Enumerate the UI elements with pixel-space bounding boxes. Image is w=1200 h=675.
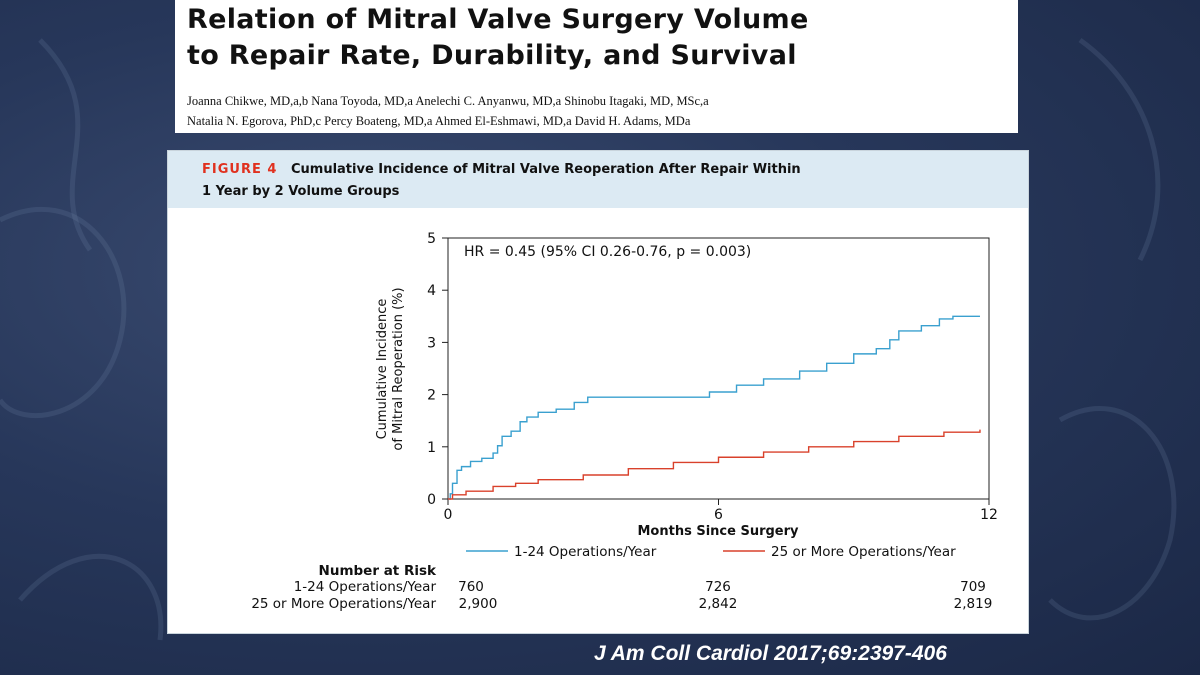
figure-caption-line-2: 1 Year by 2 Volume Groups bbox=[202, 184, 400, 199]
y-tick-label: 4 bbox=[427, 283, 436, 299]
paper-title-box: Relation of Mitral Valve Surgery Volume … bbox=[175, 0, 1018, 133]
y-axis-label-line-2: of Mitral Reoperation (%) bbox=[391, 287, 406, 450]
risk-value-high-0: 2,900 bbox=[459, 596, 498, 612]
y-axis-label-line-1: Cumulative Incidence bbox=[375, 299, 390, 440]
risk-value-low-0: 760 bbox=[458, 579, 484, 595]
y-tick-label: 2 bbox=[427, 388, 436, 404]
figure-caption-line-1: FIGURE 4 Cumulative Incidence of Mitral … bbox=[202, 162, 801, 177]
figure-caption-text: Cumulative Incidence of Mitral Valve Reo… bbox=[290, 162, 801, 177]
risk-value-high-6: 2,842 bbox=[699, 596, 738, 612]
x-tick-label: 0 bbox=[444, 507, 453, 523]
hazard-ratio-annotation: HR = 0.45 (95% CI 0.26-0.76, p = 0.003) bbox=[464, 244, 751, 260]
x-axis-ticks: 0 6 12 bbox=[444, 499, 998, 523]
authors-line-1: Joanna Chikwe, MD,a,b Nana Toyoda, MD,a … bbox=[187, 94, 709, 108]
risk-value-high-12: 2,819 bbox=[954, 596, 993, 612]
paper-title-line-1: Relation of Mitral Valve Surgery Volume bbox=[187, 4, 809, 35]
risk-value-low-6: 726 bbox=[705, 579, 731, 595]
journal-citation: J Am Coll Cardiol 2017;69:2397-406 bbox=[594, 642, 947, 665]
risk-row-label-high-volume: 25 or More Operations/Year bbox=[251, 596, 436, 612]
x-axis-label: Months Since Surgery bbox=[637, 524, 799, 539]
x-tick-label: 12 bbox=[980, 507, 998, 523]
risk-row-label-low-volume: 1-24 Operations/Year bbox=[294, 579, 437, 595]
risk-table-title: Number at Risk bbox=[319, 563, 437, 579]
y-tick-label: 3 bbox=[427, 335, 436, 351]
y-tick-label: 5 bbox=[427, 231, 436, 247]
series-lines bbox=[448, 315, 981, 500]
figure-panel: FIGURE 4 Cumulative Incidence of Mitral … bbox=[167, 150, 1029, 634]
x-tick-label: 6 bbox=[714, 507, 723, 523]
figure-label: FIGURE 4 bbox=[202, 162, 278, 177]
series-line-low-volume bbox=[448, 315, 980, 500]
legend-label-low-volume: 1-24 Operations/Year bbox=[514, 544, 657, 560]
legend-label-high-volume: 25 or More Operations/Year bbox=[771, 544, 956, 560]
series-line-high-volume bbox=[448, 429, 981, 500]
risk-value-low-12: 709 bbox=[960, 579, 986, 595]
authors-line-2: Natalia N. Egorova, PhD,c Percy Boateng,… bbox=[187, 114, 691, 128]
y-tick-label: 0 bbox=[427, 492, 436, 508]
y-axis-ticks: 0 1 2 3 4 5 bbox=[427, 231, 448, 508]
risk-table: Number at Risk 1-24 Operations/Year 25 o… bbox=[251, 563, 992, 612]
legend: 1-24 Operations/Year 25 or More Operatio… bbox=[466, 544, 956, 560]
paper-title-line-2: to Repair Rate, Durability, and Survival bbox=[187, 40, 797, 71]
figure-header: FIGURE 4 Cumulative Incidence of Mitral … bbox=[168, 151, 1028, 208]
y-axis-label: Cumulative Incidence of Mitral Reoperati… bbox=[375, 287, 406, 450]
y-tick-label: 1 bbox=[427, 440, 436, 456]
